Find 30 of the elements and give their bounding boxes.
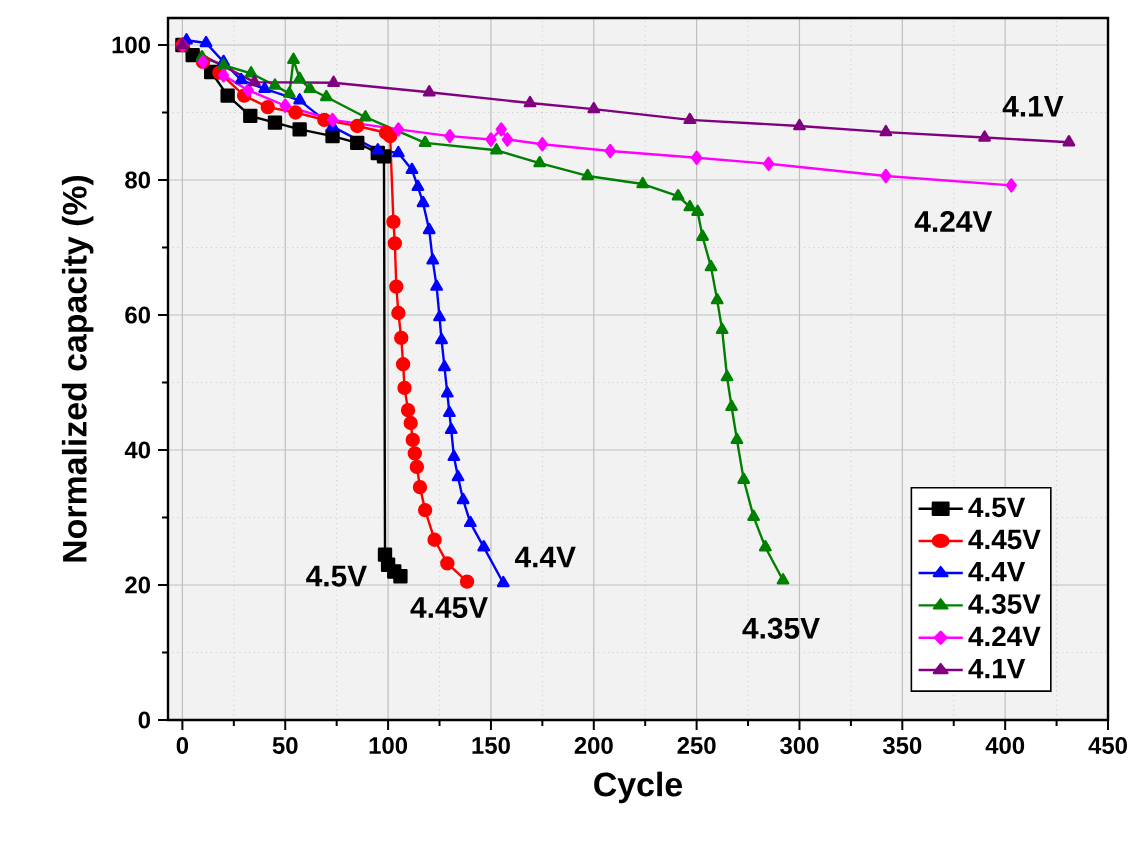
y-tick-label: 0: [138, 711, 151, 729]
x-tick-label: 200: [574, 737, 613, 754]
legend-label: 4.24V: [968, 626, 1041, 647]
y-tick-label: 60: [125, 306, 151, 324]
x-tick-label: 250: [677, 737, 716, 754]
x-tick-label: 150: [472, 737, 510, 754]
annotation: 4.24V: [914, 210, 993, 232]
y-tick-label: 20: [125, 576, 151, 594]
x-tick-label: 50: [272, 737, 298, 754]
y-tick-label: 40: [124, 441, 151, 459]
annotation: 4.35V: [742, 617, 820, 639]
annotation: 4.1V: [1002, 95, 1064, 117]
y-axis-title: Normalized capacity (%): [61, 175, 94, 562]
x-tick-label: 350: [882, 737, 922, 754]
legend-label: 4.1V: [968, 658, 1026, 679]
y-tick-label: 100: [112, 36, 150, 54]
x-tick-label: 400: [985, 737, 1025, 754]
legend-label: 4.35V: [968, 594, 1041, 614]
x-axis-title: Cycle: [594, 771, 683, 804]
x-tick-label: 100: [369, 737, 408, 754]
legend-label: 4.5V: [968, 497, 1026, 518]
annotation: 4.45V: [410, 597, 488, 619]
annotation: 4.5V: [306, 565, 367, 587]
annotation: 4.4V: [514, 546, 576, 568]
legend-label: 4.45V: [968, 529, 1041, 550]
y-tick-label: 80: [125, 171, 151, 189]
legend-label: 4.4V: [968, 561, 1026, 582]
x-tick-label: 300: [780, 737, 819, 754]
x-tick-label: 0: [176, 737, 189, 754]
x-tick-label: 450: [1088, 737, 1127, 754]
